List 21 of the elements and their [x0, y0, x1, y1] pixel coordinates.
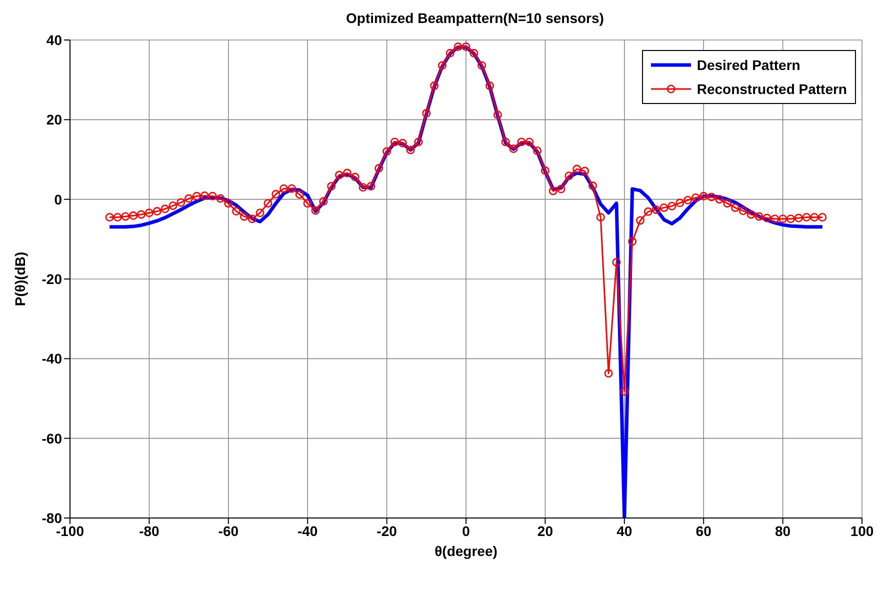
x-tick-label: 20 [537, 522, 554, 539]
y-tick-label: -20 [42, 270, 62, 287]
legend-label: Reconstructed Pattern [696, 81, 847, 97]
x-axis-title: θ(degree) [434, 543, 498, 559]
y-axis-title: P(θ)(dB) [12, 252, 28, 306]
x-tick-label: 0 [462, 522, 470, 539]
x-tick-label: 100 [850, 522, 874, 539]
x-tick-label: -20 [376, 522, 398, 539]
y-tick-label: 0 [54, 191, 62, 208]
y-tick-label: -60 [42, 430, 62, 446]
y-tick-label: 40 [46, 32, 62, 48]
x-tick-label: 80 [775, 522, 791, 539]
y-tick-label: -40 [42, 350, 62, 367]
legend-label: Desired Pattern [696, 57, 800, 73]
x-tick-label: 40 [616, 522, 632, 539]
x-tick-label: 60 [696, 522, 712, 539]
y-tick-label: 20 [46, 112, 62, 128]
x-tick-label: -80 [139, 522, 160, 539]
x-tick-label: -40 [297, 522, 318, 539]
chart-title: Optimized Beampattern(N=10 sensors) [345, 10, 605, 26]
x-tick-label: -60 [218, 522, 239, 539]
